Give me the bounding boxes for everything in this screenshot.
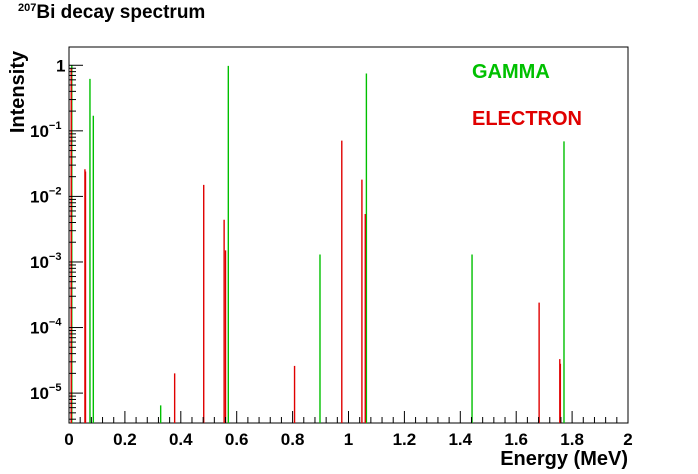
y-tick-label: 10−3 xyxy=(30,251,61,272)
legend-electron: ELECTRON xyxy=(472,108,582,130)
x-tick-label: 0.2 xyxy=(113,430,137,449)
y-tick-label: 10−1 xyxy=(30,120,61,141)
x-axis-label: Energy (MeV) xyxy=(500,448,628,470)
legend-gamma: GAMMA xyxy=(472,61,550,83)
y-tick-label: 10−4 xyxy=(30,317,62,338)
y-tick-label: 1 xyxy=(56,56,65,75)
x-tick-label: 0.6 xyxy=(225,430,249,449)
x-tick-label: 1.4 xyxy=(448,430,472,449)
x-tick-label: 0 xyxy=(64,430,73,449)
x-tick-label: 2 xyxy=(623,430,632,449)
x-tick-label: 0.8 xyxy=(281,430,305,449)
x-tick-label: 1.2 xyxy=(393,430,417,449)
x-tick-label: 1.8 xyxy=(560,430,584,449)
x-tick-label: 0.4 xyxy=(169,430,193,449)
x-tick-label: 1 xyxy=(344,430,353,449)
x-tick-label: 1.6 xyxy=(504,430,528,449)
chart-title: 207Bi decay spectrum xyxy=(18,2,206,23)
plot-frame xyxy=(68,46,629,424)
y-tick-label: 10−2 xyxy=(30,185,61,206)
y-axis-label: Intensity xyxy=(7,50,29,134)
y-tick-label: 10−5 xyxy=(30,382,61,403)
